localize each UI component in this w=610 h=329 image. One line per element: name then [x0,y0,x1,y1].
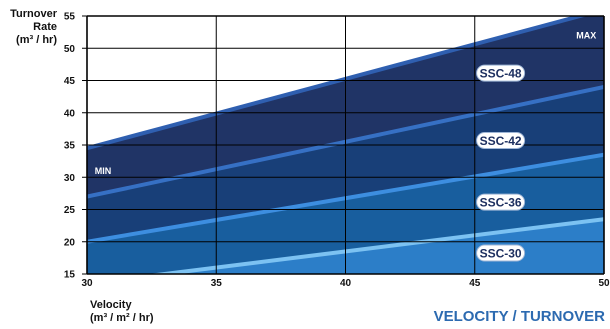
y-tick-label-15: 15 [64,270,76,281]
series-label-ssc-36: SSC-36 [476,193,526,211]
series-label-layer: SSC-48 SSC-42 SSC-36 SSC-30 MIN MAX [95,30,596,262]
x-tick-label-50: 50 [598,278,610,289]
y-tick-label-45: 45 [64,76,76,87]
series-label-text: SSC-42 [480,134,522,148]
y-tick-label-30: 30 [64,173,76,184]
x-tick-label-30: 30 [81,278,93,289]
y-tick-label-55: 55 [64,12,76,23]
series-label-text: SSC-48 [480,67,522,81]
y-tick-label-35: 35 [64,141,76,152]
series-label-pill [476,131,526,149]
y-axis-title-line-3: (m³ / hr) [16,34,57,46]
y-tick-label-20: 20 [64,237,76,248]
series-label-text: SSC-36 [480,196,522,210]
annotation-max: MAX [576,30,596,40]
x-tick-label-40: 40 [340,278,352,289]
y-tick-label-40: 40 [64,108,76,119]
series-label-pill [476,244,526,262]
y-tick-label-25: 25 [64,205,76,216]
chart-title: VELOCITY / TURNOVER [434,308,606,325]
tick-label-layer: 30 35 40 45 50 15 20 25 30 35 40 45 50 55 [64,12,610,290]
series-label-ssc-42: SSC-42 [476,131,526,149]
series-label-pill [476,64,526,82]
x-tick-label-45: 45 [469,278,481,289]
x-axis-title-line-1: Velocity [90,299,132,311]
x-tick-label-35: 35 [211,278,223,289]
y-tick-label-50: 50 [64,44,76,55]
y-axis-title-line-2: Rate [33,21,57,33]
series-label-ssc-30: SSC-30 [476,244,526,262]
series-label-ssc-48: SSC-48 [476,64,526,82]
annotation-min: MIN [95,166,112,176]
y-axis-title-line-1: Turnover [10,8,58,20]
x-axis-title-line-2: (m³ / m² / hr) [90,312,154,324]
series-label-text: SSC-30 [480,247,522,261]
series-label-pill [476,193,526,211]
